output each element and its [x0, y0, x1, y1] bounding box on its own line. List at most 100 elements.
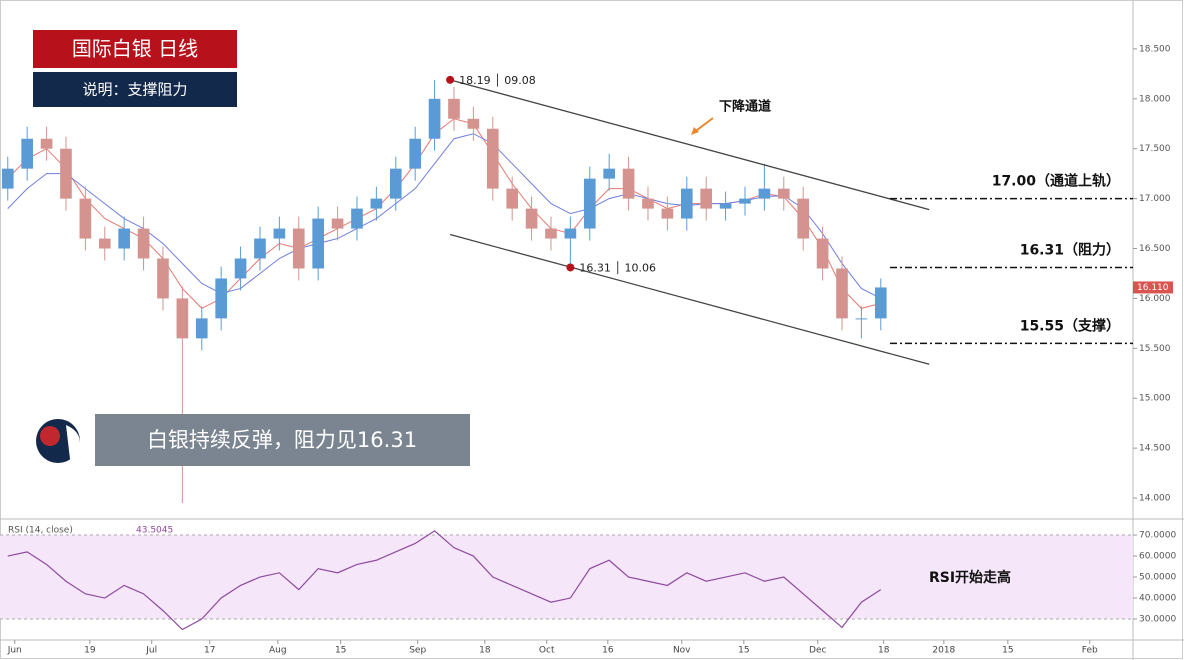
y-tick-label: 16.000 [1139, 294, 1171, 304]
chart-subtitle: 说明：支撑阻力 [82, 81, 187, 99]
candle-body [215, 278, 227, 319]
rsi-y-tick-label: 50.0000 [1139, 573, 1176, 583]
level-label: 17.00（通道上轨） [992, 173, 1120, 190]
logo-brain [40, 426, 60, 446]
y-tick-label: 16.500 [1139, 244, 1171, 254]
rsi-y-tick-label: 40.0000 [1139, 594, 1176, 604]
y-tick-label: 18.000 [1139, 94, 1171, 104]
rsi-line [7, 530, 882, 631]
candle-body [254, 238, 266, 259]
x-tick-label: 17 [204, 646, 215, 656]
candle-body [797, 198, 810, 239]
candle-body [370, 198, 383, 209]
candle-body [118, 228, 130, 249]
pivot-label: 18.19 │ 09.08 [459, 73, 536, 87]
x-tick-label: Jun [7, 646, 22, 656]
y-tick-label: 15.500 [1139, 344, 1171, 354]
candle-body [273, 228, 286, 239]
channel-arrow-head [691, 127, 699, 135]
subtitle-box [33, 72, 237, 107]
x-tick-label: Aug [269, 646, 287, 656]
rsi-title: RSI (14, close) [8, 526, 73, 536]
candle-body [486, 128, 499, 189]
title-box [33, 30, 237, 68]
candle-body [758, 188, 771, 199]
candle-body [545, 228, 557, 239]
candle-body [351, 208, 363, 229]
candle-body [739, 198, 751, 204]
candle-body [195, 318, 208, 339]
rsi-annotation: RSI开始走高 [929, 569, 1011, 586]
logo-face [66, 425, 84, 460]
level-label: 15.55（支撑） [1020, 317, 1120, 334]
x-tick-label: 15 [738, 646, 749, 656]
candle-body [661, 208, 674, 219]
y-tick-label: 14.000 [1139, 494, 1171, 504]
trendline [449, 79, 930, 211]
x-tick-label: 15 [1002, 646, 1013, 656]
candle-body [603, 168, 616, 179]
candle-body [506, 188, 518, 209]
candle-body [680, 188, 693, 219]
candle-body [583, 178, 596, 229]
plot-area: Jun 19 Jul 17 Aug 15 Sep 18 Oct 16 Nov 15 Dec 18 2018 1… [0, 44, 1176, 656]
candle-body [389, 168, 402, 199]
y-tick-label: 17.500 [1139, 144, 1171, 154]
candle-body [60, 148, 72, 199]
candle-body [331, 218, 344, 229]
x-tick-label: Feb [1082, 646, 1098, 656]
x-tick-label: 16 [602, 646, 614, 656]
candle-body [525, 208, 538, 229]
y-tick-label: 17.000 [1139, 194, 1171, 204]
rsi-y-tick-label: 60.0000 [1139, 552, 1176, 562]
pivot-point [446, 75, 455, 84]
candle-body [79, 198, 92, 239]
logo [36, 419, 84, 463]
candle-body [816, 238, 829, 269]
chart-title: 国际白银 日线 [72, 37, 198, 61]
x-tick-label: 2018 [932, 646, 955, 656]
rsi-value: 43.5045 [136, 526, 173, 536]
candle-body [1, 168, 14, 189]
candle-body [719, 203, 732, 209]
pivot-point [566, 263, 575, 272]
candle-body [312, 218, 324, 269]
candle-body [622, 168, 635, 199]
candle-body [234, 258, 247, 279]
candle-body [836, 268, 848, 319]
candle-body [21, 138, 33, 169]
rsi-y-tick-label: 70.0000 [1139, 531, 1176, 541]
y-tick-label: 15.000 [1139, 394, 1171, 404]
candle-body [855, 318, 868, 320]
candle-body [467, 118, 480, 129]
level-label: 16.31（阻力） [1020, 241, 1120, 258]
x-tick-label: 15 [335, 646, 346, 656]
candle-body [564, 228, 577, 239]
callout-box [95, 414, 470, 466]
candle-body [409, 138, 421, 169]
x-tick-label: Jul [145, 646, 157, 656]
rsi-band [0, 535, 1133, 620]
candle-body [137, 228, 150, 259]
candle-body [176, 298, 189, 339]
candle-body [98, 238, 111, 249]
candle-body [874, 287, 887, 319]
candle-body [642, 198, 654, 209]
moving-average [7, 133, 882, 299]
callout-text: 白银持续反弹，阻力见16.31 [147, 428, 417, 452]
last-price-tag [1133, 281, 1173, 294]
candle-body [428, 98, 441, 139]
x-tick-label: 19 [84, 646, 96, 656]
trendline [449, 233, 930, 365]
x-tick-label: Dec [809, 646, 826, 656]
pivot-label: 16.31 │ 10.06 [579, 260, 656, 274]
candle-body [448, 98, 460, 119]
candle-body [40, 138, 53, 149]
x-tick-label: 18 [479, 646, 491, 656]
x-tick-label: 18 [878, 646, 890, 656]
y-tick-label: 14.500 [1139, 444, 1171, 454]
candle-body [292, 228, 305, 269]
channel-label: 下降通道 [719, 99, 771, 115]
candle-body [777, 188, 790, 199]
